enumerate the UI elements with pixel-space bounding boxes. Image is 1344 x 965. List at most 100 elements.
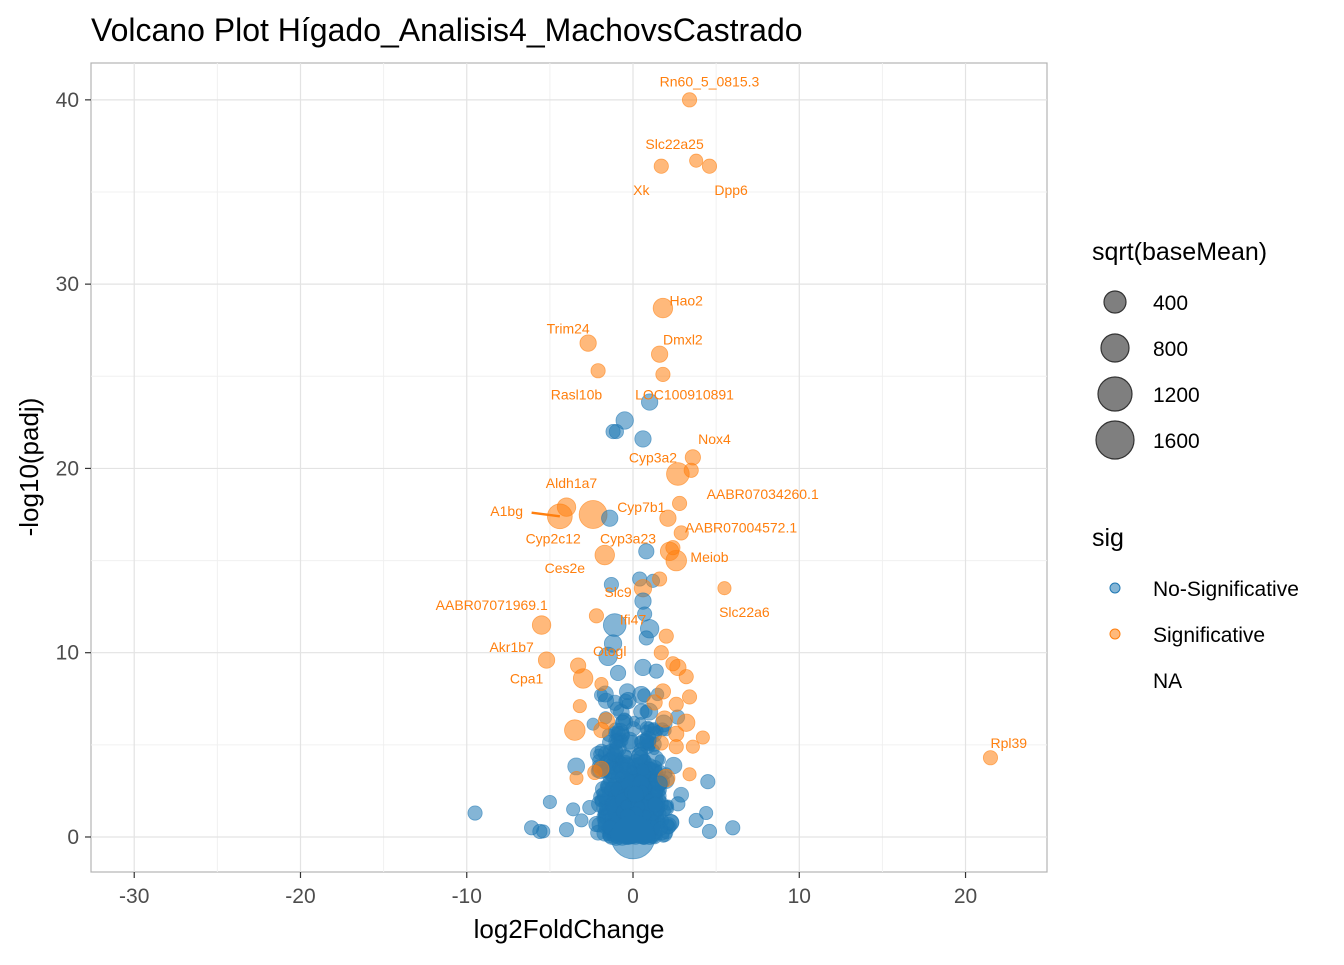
- gene-label: AABR07004572.1: [685, 519, 797, 535]
- size-legend-key: [1095, 420, 1135, 460]
- color-legend-key: [1109, 582, 1121, 594]
- gene-labels: Rn60_5_0815.3 Slc22a25 Xk Dpp6 Hao2 Trim24 Dmx…: [436, 73, 1028, 751]
- data-point: [572, 699, 587, 714]
- data-point: [688, 812, 704, 828]
- data-point: [582, 799, 598, 816]
- color-legend: sig No-Significative Significative NA: [1092, 524, 1299, 693]
- data-point: [701, 158, 718, 174]
- data-point: [652, 571, 668, 587]
- cluster-point: [636, 763, 650, 777]
- data-point: [659, 509, 677, 527]
- data-point: [579, 334, 597, 352]
- data-point: [655, 366, 671, 382]
- gene-label: Cyp3a23: [600, 530, 656, 546]
- gene-label: AABR07071969.1: [436, 597, 548, 613]
- data-point: [684, 449, 701, 466]
- y-tick-label: 40: [56, 89, 79, 112]
- color-legend-label: Significative: [1153, 624, 1265, 647]
- cluster-point: [647, 796, 663, 813]
- data-point: [542, 794, 557, 809]
- data-point: [614, 714, 632, 731]
- data-point: [601, 509, 619, 527]
- data-point: [701, 823, 718, 840]
- x-tick-label: -10: [452, 885, 482, 908]
- data-point: [668, 696, 684, 712]
- data-point: [678, 669, 694, 685]
- data-point: [574, 813, 589, 828]
- data-point: [681, 92, 698, 108]
- y-tick-label: 0: [67, 826, 79, 849]
- gene-label: Cyp2c12: [526, 530, 581, 546]
- gene-label: Rpl39: [990, 735, 1027, 751]
- x-tick-label: 20: [954, 885, 977, 908]
- cluster-point: [626, 785, 645, 804]
- points-layer: [467, 92, 999, 860]
- size-legend-label: 1600: [1153, 430, 1200, 453]
- gene-label: Xk: [633, 182, 650, 198]
- data-point: [610, 814, 656, 860]
- data-point: [725, 820, 741, 836]
- x-axis-title: log2FoldChange: [474, 914, 665, 944]
- data-point: [695, 730, 710, 745]
- data-point: [653, 158, 669, 174]
- color-legend-label: NA: [1153, 670, 1182, 693]
- data-point: [654, 683, 672, 700]
- gene-label: Trim24: [547, 320, 590, 336]
- data-point: [639, 730, 657, 748]
- data-point: [638, 543, 655, 560]
- data-point: [594, 677, 609, 692]
- data-point: [646, 694, 663, 711]
- size-legend-key: [1100, 333, 1130, 363]
- gene-label: Dpp6: [714, 182, 748, 198]
- color-legend-title: sig: [1092, 524, 1124, 552]
- y-tick-label: 20: [56, 457, 79, 480]
- data-point: [699, 806, 714, 821]
- data-point: [638, 630, 654, 646]
- data-point: [672, 495, 688, 511]
- gene-label: Meiob: [690, 549, 728, 565]
- data-point: [619, 692, 637, 710]
- data-point: [531, 615, 552, 635]
- data-point: [536, 824, 551, 839]
- size-legend: sqrt(baseMean) 400 800 1200 1600: [1092, 238, 1267, 460]
- gene-label: Ces2e: [545, 560, 586, 576]
- cluster-point: [647, 759, 663, 775]
- gene-label: Slc22a25: [645, 136, 704, 152]
- gene-label: Akr1b7: [489, 639, 534, 655]
- chart-title: Volcano Plot Hígado_Analisis4_MachovsCas…: [91, 12, 803, 48]
- data-point: [566, 802, 581, 817]
- size-legend-label: 800: [1153, 338, 1188, 361]
- size-legend-key: [1103, 290, 1127, 314]
- data-point: [587, 764, 603, 781]
- data-point: [666, 462, 690, 486]
- data-point: [634, 430, 652, 448]
- data-point: [652, 297, 674, 319]
- gene-label: Slc22a6: [719, 604, 770, 620]
- gene-label: Rn60_5_0815.3: [660, 73, 760, 89]
- data-point: [569, 770, 584, 786]
- data-point: [685, 739, 700, 754]
- cluster-point: [597, 692, 615, 709]
- size-legend-key: [1097, 376, 1133, 412]
- data-point: [651, 775, 668, 792]
- data-point: [658, 628, 674, 644]
- data-point: [537, 651, 556, 669]
- data-point: [682, 767, 697, 782]
- data-point: [673, 525, 689, 541]
- data-point: [633, 703, 650, 720]
- data-point: [594, 544, 615, 566]
- data-point: [595, 780, 612, 798]
- data-point: [982, 750, 999, 766]
- data-point: [689, 153, 704, 168]
- data-point: [631, 747, 649, 765]
- data-point: [558, 822, 575, 838]
- data-point: [665, 540, 681, 556]
- x-tick-label: 0: [627, 885, 639, 908]
- data-point: [564, 719, 586, 741]
- data-point: [615, 411, 634, 430]
- gene-label: Cpa1: [510, 671, 544, 687]
- data-point: [617, 756, 635, 774]
- size-legend-label: 400: [1153, 292, 1188, 315]
- data-point: [641, 393, 659, 411]
